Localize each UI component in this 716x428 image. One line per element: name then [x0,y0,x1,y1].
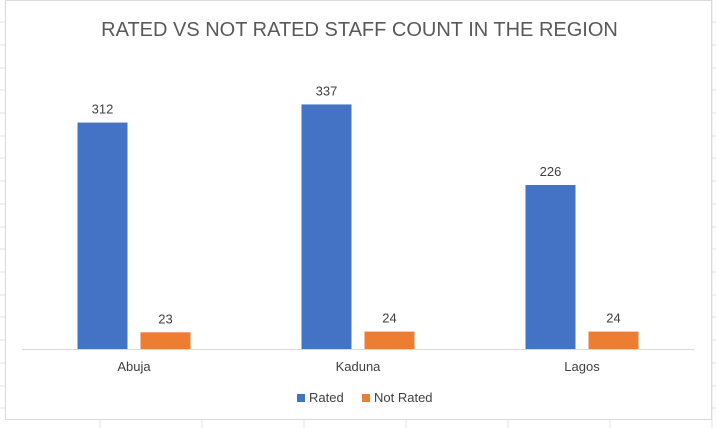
data-label: 23 [158,311,172,326]
data-label: 312 [92,102,114,117]
legend: Rated Not Rated [297,390,433,405]
legend-swatch [297,394,305,402]
bar-not-rated-kaduna [364,331,415,349]
bar-chart: RATED VS NOT RATED STAFF COUNT IN THE RE… [22,19,694,405]
data-label: 337 [316,83,338,98]
data-label: 226 [540,164,562,179]
legend-label: Rated [309,390,344,405]
x-axis-ticks: Abuja Kaduna Lagos [117,359,600,374]
bar-rated-lagos [525,184,576,349]
chart-title: RATED VS NOT RATED STAFF COUNT IN THE RE… [101,19,618,41]
x-tick-label: Abuja [117,359,151,374]
bar-not-rated-lagos [588,331,639,349]
bar-rated-kaduna [301,104,352,349]
bar-rated-abuja [77,122,128,349]
legend-swatch [362,394,370,402]
legend-label: Not Rated [374,390,433,405]
x-tick-label: Kaduna [336,359,382,374]
bars-layer: 312 23 337 24 226 24 [77,83,639,349]
bar-not-rated-abuja [140,332,191,349]
data-label: 24 [382,311,396,326]
chart-area[interactable]: RATED VS NOT RATED STAFF COUNT IN THE RE… [5,0,712,420]
data-label: 24 [606,311,620,326]
x-tick-label: Lagos [564,359,600,374]
